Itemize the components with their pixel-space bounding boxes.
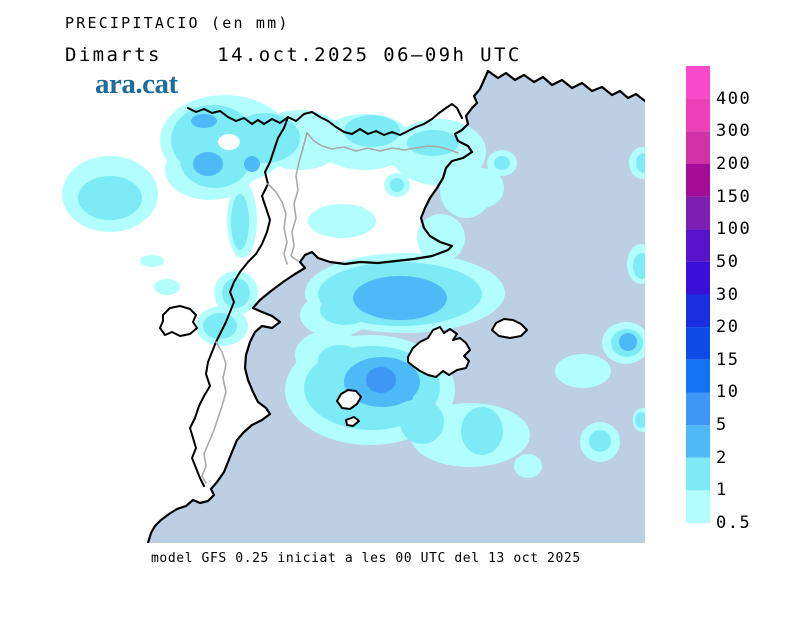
legend-label: 15 <box>716 349 740 370</box>
island-formentera <box>345 416 360 427</box>
coastline <box>146 69 645 543</box>
province-border <box>201 341 227 484</box>
legend-label: 1 <box>716 480 728 501</box>
legend-label: 10 <box>716 382 740 403</box>
island-ibiza <box>336 389 362 410</box>
legend-label: 200 <box>716 153 752 174</box>
province-border <box>267 183 288 265</box>
legend-segment <box>686 490 710 524</box>
legend-label: 50 <box>716 251 740 272</box>
ara-cat-logo: ara.cat <box>95 68 178 100</box>
legend-segment <box>686 261 710 295</box>
legend-segment <box>686 327 710 360</box>
legend-segment <box>686 66 710 99</box>
province-border <box>306 132 459 154</box>
legend-segment <box>686 425 710 458</box>
legend-segment <box>686 457 710 491</box>
legend-segment <box>686 196 710 230</box>
legend-segment <box>686 392 710 426</box>
legend-label: 5 <box>716 415 728 436</box>
legend-segment <box>686 359 710 393</box>
legend-label: 0.5 <box>716 513 752 533</box>
map-subtitle: Dimarts 14.oct.2025 06–09h UTC <box>65 44 522 66</box>
legend-label: 30 <box>716 284 740 305</box>
island-mallorca <box>407 326 471 378</box>
legend-label: 20 <box>716 317 740 338</box>
dry-gap <box>218 134 240 150</box>
precip-level-5 <box>366 367 396 393</box>
island-menorca <box>491 318 528 339</box>
pyrenees-border <box>187 103 463 136</box>
legend-segment <box>686 131 710 164</box>
legend-segment <box>686 98 710 132</box>
model-caption: model GFS 0.25 iniciat a les 00 UTC del … <box>151 551 581 566</box>
legend-label: 300 <box>716 121 752 142</box>
legend-label: 150 <box>716 186 752 207</box>
legend-colorbar <box>686 66 710 524</box>
west-border <box>189 116 289 487</box>
enclave-outline <box>159 305 198 337</box>
province-border <box>290 132 308 262</box>
legend-label: 2 <box>716 447 728 468</box>
legend-segment <box>686 163 710 197</box>
map-title: PRECIPITACIO (en mm) <box>65 14 290 32</box>
legend-label: 100 <box>716 219 752 240</box>
legend-segment <box>686 229 710 262</box>
legend-label: 400 <box>716 88 752 109</box>
legend-segment <box>686 294 710 328</box>
